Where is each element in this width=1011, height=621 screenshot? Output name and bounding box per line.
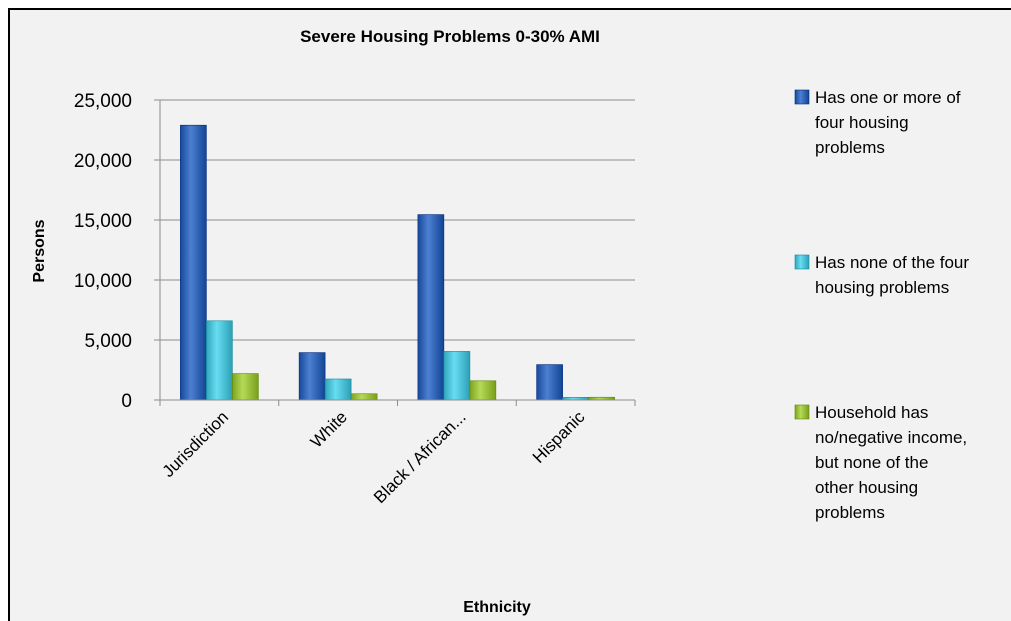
bar-1-1 (324, 378, 352, 401)
x-tick-label: Black / African... (370, 407, 470, 507)
legend: Has one or more of four housing problems Ha… (794, 88, 969, 522)
bar-2-0 (232, 373, 259, 401)
chart-frame (8, 8, 1011, 621)
axes (154, 99, 636, 406)
legend-label: four housing (815, 113, 909, 132)
y-tick-label: 0 (121, 391, 132, 412)
legend-label: housing problems (815, 278, 949, 297)
legend-label: other housing (815, 478, 918, 497)
bar-0-0 (180, 124, 207, 401)
x-tick-label: Hispanic (529, 407, 589, 467)
legend-label: problems (815, 138, 885, 157)
legend-swatch (794, 254, 810, 270)
y-axis-title: Persons (31, 219, 48, 282)
legend-swatch (794, 404, 810, 420)
bar-1-0 (206, 320, 233, 401)
bar-0-2 (417, 214, 445, 401)
bar-1-2 (443, 351, 471, 401)
x-tick-label: White (307, 407, 351, 451)
legend-swatch (794, 89, 810, 105)
y-tick-label: 5,000 (84, 331, 132, 352)
legend-label: but none of the (815, 453, 928, 472)
x-tick-label: Jurisdiction (159, 407, 233, 481)
tick-labels: 0 5,000 10,000 15,000 20,000 25,000 Jurisdicti… (74, 91, 589, 507)
legend-label: Household has (815, 403, 928, 422)
gridlines (160, 99, 635, 341)
y-tick-label: 20,000 (74, 151, 132, 172)
legend-label: Has none of the four (815, 253, 969, 272)
bar-2-1 (350, 393, 378, 401)
chart-title: Severe Housing Problems 0-30% AMI (300, 27, 600, 46)
x-axis-title: Ethnicity (463, 599, 531, 616)
legend-label: problems (815, 503, 885, 522)
bar-0-1 (298, 352, 326, 401)
bar-2-2 (469, 380, 497, 401)
bar-0-3 (536, 364, 563, 401)
y-tick-label: 15,000 (74, 211, 132, 232)
legend-label: Has one or more of (815, 88, 961, 107)
y-tick-label: 10,000 (74, 271, 132, 292)
y-tick-label: 25,000 (74, 91, 132, 112)
bars (180, 124, 615, 401)
legend-label: no/negative income, (815, 428, 967, 447)
